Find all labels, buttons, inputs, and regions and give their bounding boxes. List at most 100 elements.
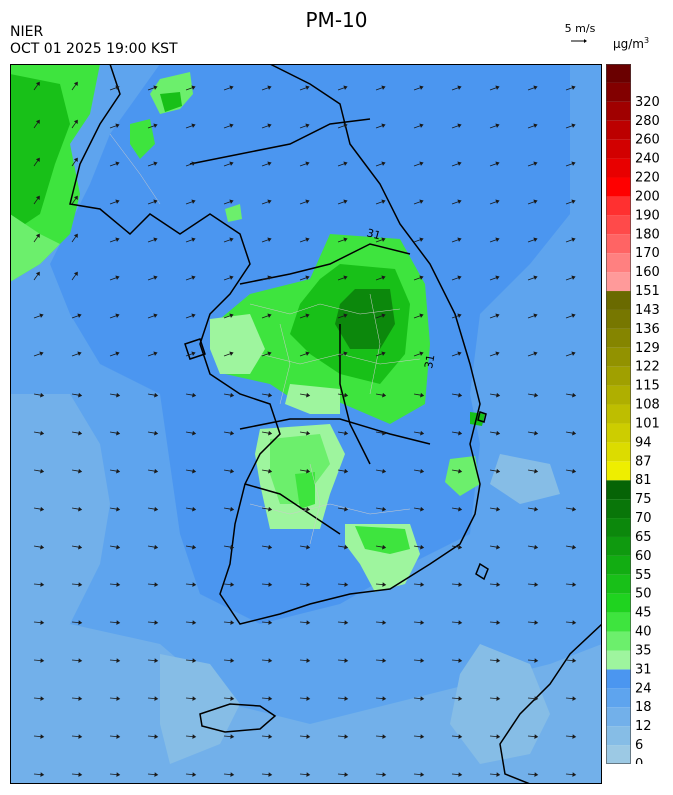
wind-vector-arrow xyxy=(71,122,77,129)
wind-vector-arrowhead xyxy=(419,199,424,204)
wind-vector-arrow xyxy=(185,735,194,737)
wind-vector-arrowhead xyxy=(116,506,121,512)
wind-vector-arrowhead xyxy=(572,468,577,474)
wind-vector-arrowhead xyxy=(344,658,349,663)
wind-vector-arrow xyxy=(451,87,459,91)
wind-vector-arrowhead xyxy=(343,123,348,128)
wind-vector-arrow xyxy=(565,507,573,510)
wind-vector-arrowhead xyxy=(495,275,500,280)
wind-vector-arrow xyxy=(375,315,383,319)
wind-vector-arrow xyxy=(565,393,573,396)
wind-vector-arrowhead xyxy=(154,430,159,436)
wind-vector-arrowhead xyxy=(73,195,78,200)
wind-vector-arrowhead xyxy=(572,582,577,587)
wind-vector-arrowhead xyxy=(40,544,45,550)
wind-vector-arrow xyxy=(565,431,573,434)
wind-vector-arrow xyxy=(299,163,307,167)
wind-vector-arrow xyxy=(527,125,535,129)
wind-vector-arrowhead xyxy=(419,161,424,166)
wind-vector-arrow xyxy=(261,125,269,129)
wind-vector-arrow xyxy=(299,735,308,737)
elevated-pm-region-south xyxy=(355,526,410,554)
map-title: PM-10 xyxy=(305,8,368,32)
wind-vector-arrowhead xyxy=(381,199,386,204)
color-scale-swatch xyxy=(606,726,631,746)
wind-vector-arrowhead xyxy=(115,199,120,204)
wind-vector-arrowhead xyxy=(191,123,196,128)
wind-vector-arrowhead xyxy=(154,468,159,474)
wind-vector-arrowhead xyxy=(306,468,311,474)
wind-vector-arrowhead xyxy=(267,85,272,90)
wind-vector-arrow xyxy=(33,735,42,737)
color-scale-swatch xyxy=(606,385,631,405)
wind-vector-arrowhead xyxy=(77,313,82,318)
color-scale-swatch xyxy=(606,309,631,329)
wind-vector-arrow xyxy=(565,659,574,661)
wind-vector-arrow xyxy=(451,277,459,281)
wind-vector-arrow xyxy=(185,87,193,91)
wind-vector-arrow xyxy=(375,583,384,585)
wind-vector-arrow xyxy=(565,621,574,623)
wind-vector-arrow xyxy=(261,507,269,510)
lowest-concentration-field-east xyxy=(490,454,560,504)
wind-vector-arrow xyxy=(71,315,79,319)
wind-vector-arrow xyxy=(299,277,307,281)
wind-vector-arrow xyxy=(489,277,497,281)
wind-vector-arrow xyxy=(489,621,498,623)
wind-vector-arrow xyxy=(71,697,80,699)
wind-vector-arrowhead xyxy=(534,620,539,625)
color-scale-swatch xyxy=(606,480,631,500)
wind-vector-arrow xyxy=(33,507,41,510)
wind-vector-arrowhead xyxy=(230,734,235,739)
wind-vector-arrowhead xyxy=(154,392,159,398)
wind-vector-field xyxy=(33,81,577,777)
wind-vector-arrow xyxy=(527,315,535,319)
wind-vector-arrow xyxy=(223,621,232,623)
wind-vector-arrowhead xyxy=(495,123,500,128)
wind-vector-arrow xyxy=(71,773,80,775)
wind-vector-arrow xyxy=(413,277,421,281)
wind-vector-arrowhead xyxy=(305,351,310,356)
wind-vector-arrow xyxy=(375,621,384,623)
wind-vector-arrow xyxy=(413,735,422,737)
wind-vector-arrow xyxy=(185,583,194,585)
wind-vector-arrow xyxy=(489,239,497,243)
wind-vector-arrowhead xyxy=(192,620,197,625)
color-scale-border xyxy=(606,64,631,764)
wind-vector-arrow xyxy=(33,315,41,319)
wind-vector-arrow xyxy=(185,773,194,775)
wind-vector-arrowhead xyxy=(381,85,386,90)
wind-vector-arrow xyxy=(223,239,231,243)
color-scale-tick-label: 81 xyxy=(635,473,652,488)
wind-vector-arrow xyxy=(565,697,574,699)
wind-vector-arrowhead xyxy=(230,772,235,777)
color-scale-tick-label: 220 xyxy=(635,171,660,186)
wind-vector-arrowhead xyxy=(571,161,576,166)
wind-vector-arrow xyxy=(109,583,118,585)
wind-vector-arrowhead xyxy=(192,468,197,474)
color-scale-swatch xyxy=(606,650,631,670)
wind-vector-arrow xyxy=(375,87,383,91)
wind-vector-arrowhead xyxy=(153,161,158,166)
wind-vector-arrow xyxy=(527,239,535,243)
wind-vector-arrow xyxy=(375,773,384,775)
color-scale-tick-label: 151 xyxy=(635,284,660,299)
high-pm-region-northwest xyxy=(10,74,70,234)
wind-vector-arrowhead xyxy=(495,85,500,90)
wind-vector-arrowhead xyxy=(420,430,425,436)
wind-vector-arrowhead xyxy=(382,734,387,739)
wind-vector-arrowhead xyxy=(116,772,121,777)
wind-vector-arrowhead xyxy=(382,696,387,701)
wind-vector-arrow xyxy=(299,125,307,129)
wind-vector-arrow xyxy=(223,353,231,357)
moderate-pm-region-central-west xyxy=(210,314,265,374)
low-concentration-field-west xyxy=(10,394,110,684)
wind-vector-arrow xyxy=(565,773,574,775)
wind-vector-arrowhead xyxy=(192,430,197,436)
wind-vector-arrow xyxy=(261,697,270,699)
wind-vector-arrowhead xyxy=(191,161,196,166)
wind-vector-arrowhead xyxy=(458,696,463,701)
jeju-island-outline xyxy=(199,703,277,733)
wind-vector-arrowhead xyxy=(382,506,387,512)
wind-vector-arrow xyxy=(261,315,269,319)
